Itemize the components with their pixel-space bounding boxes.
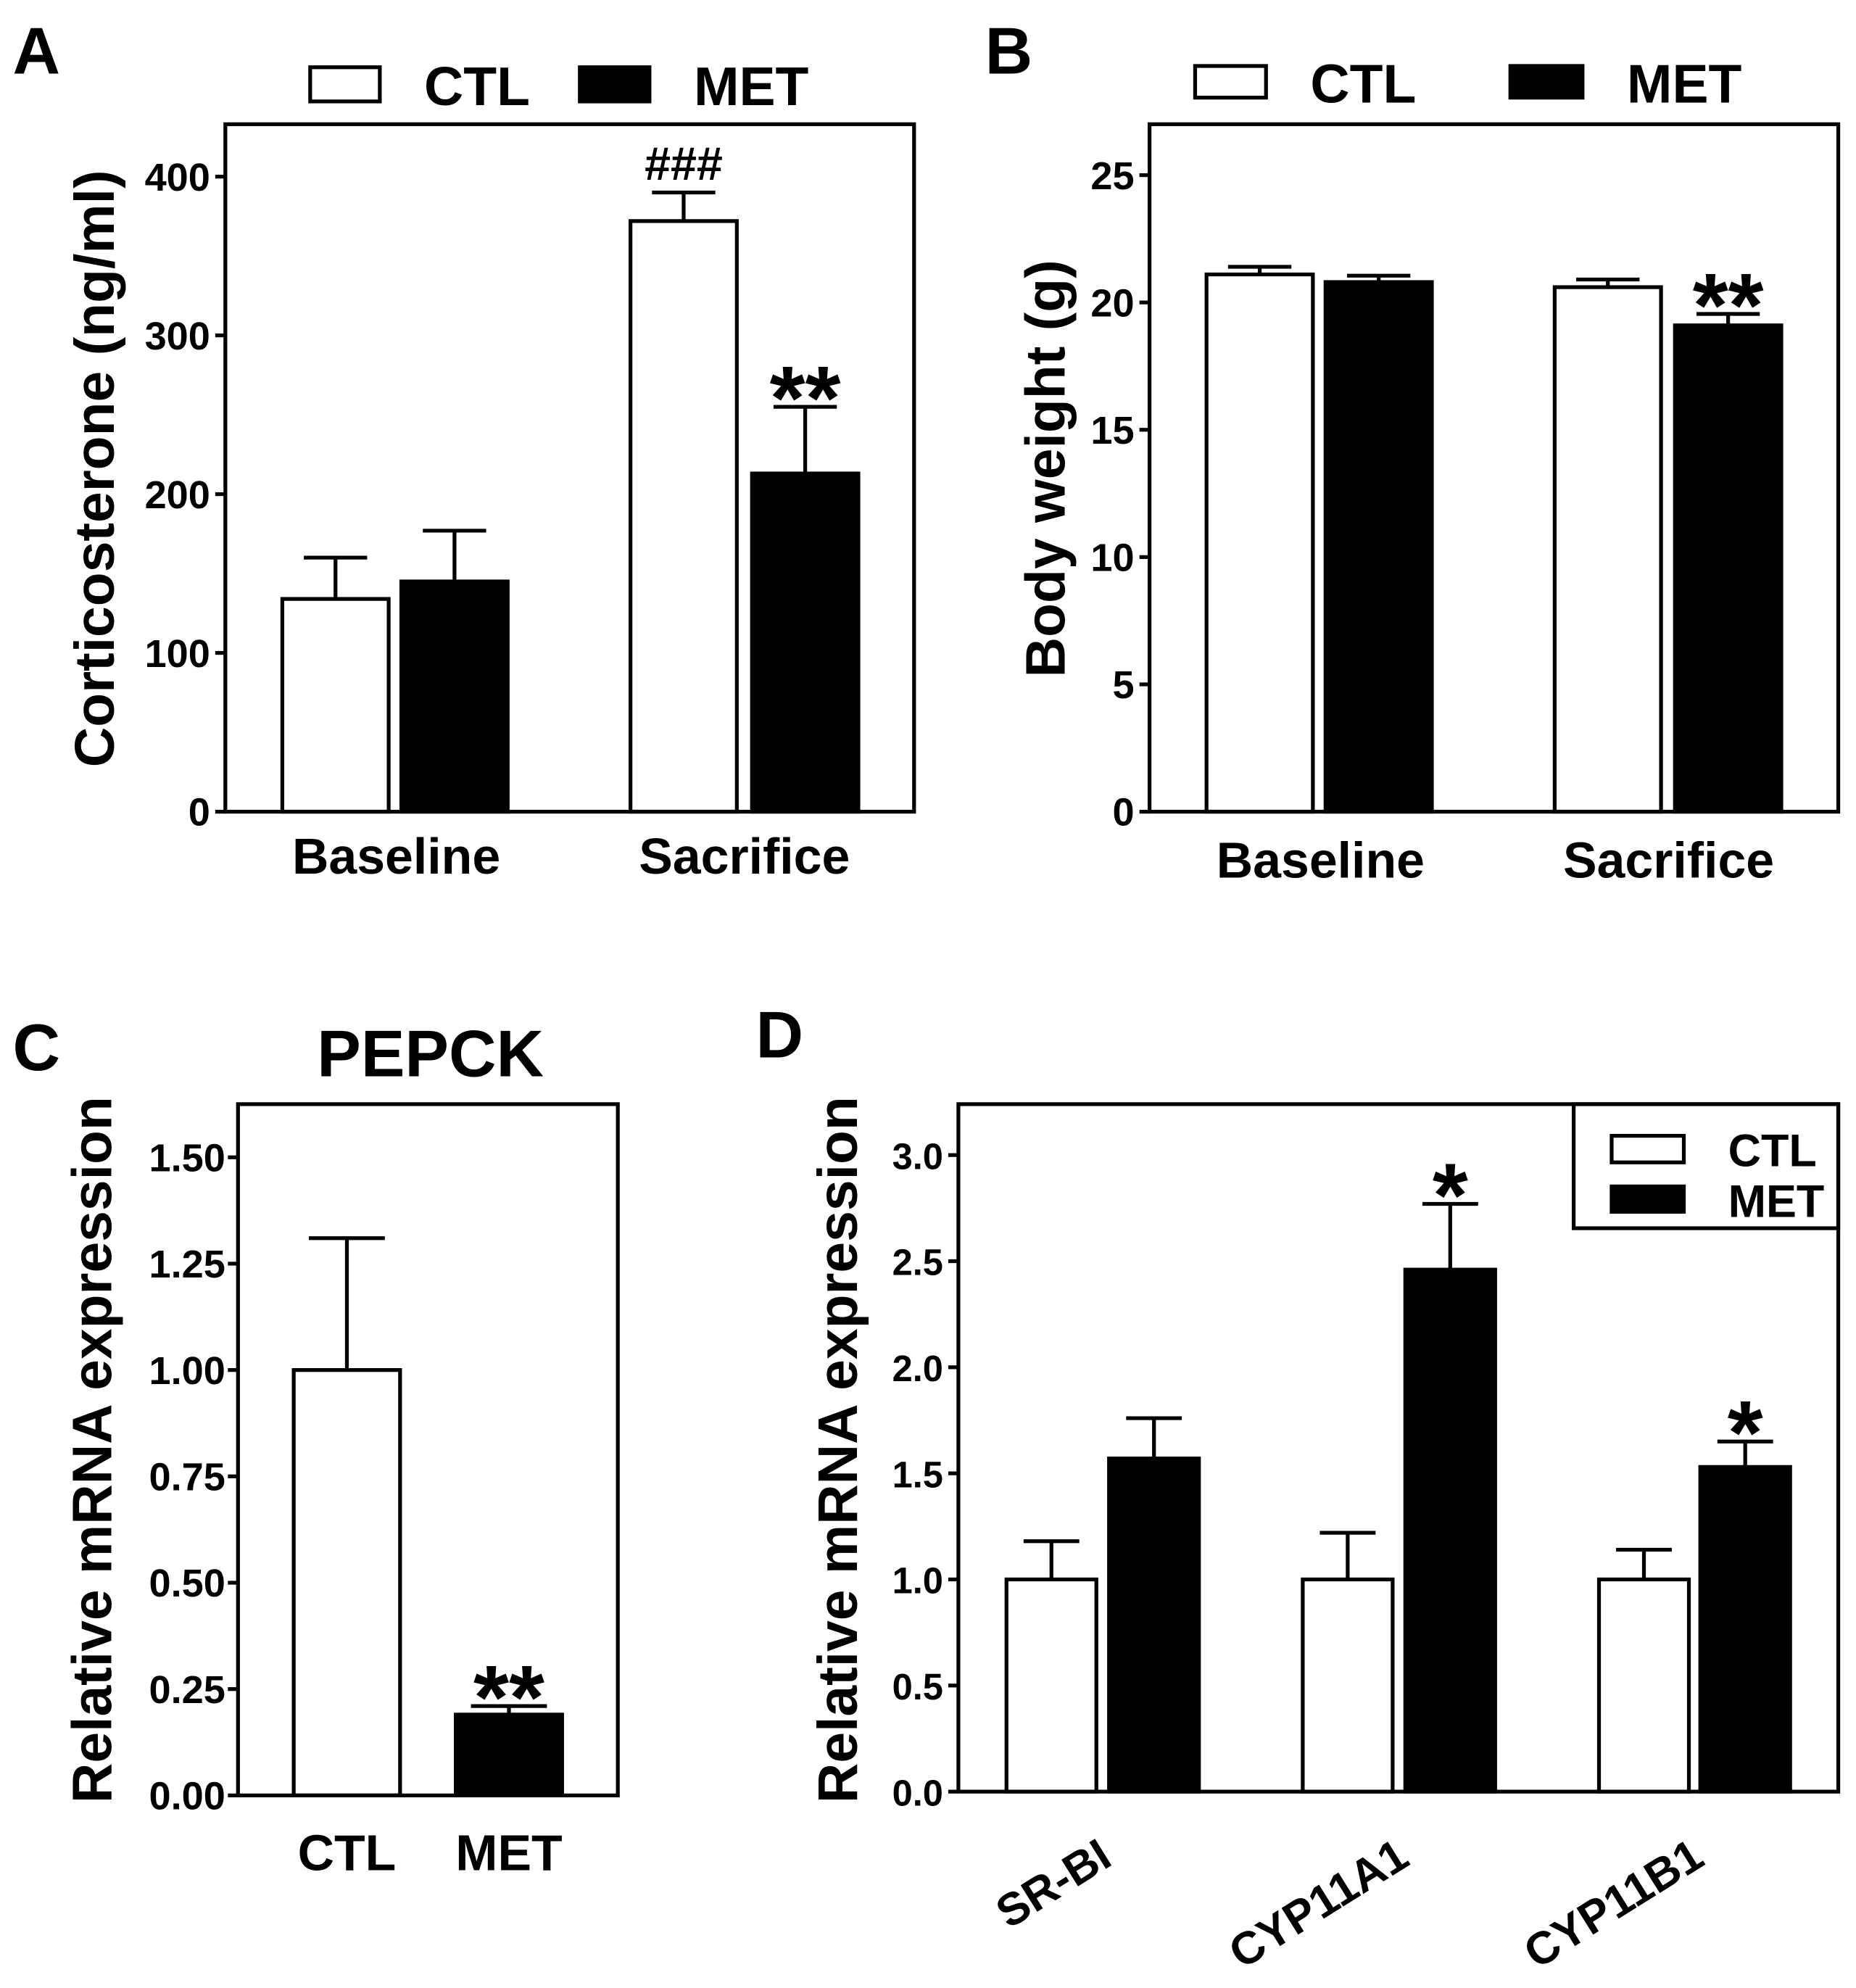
y-tick-label: 3.0 xyxy=(892,1135,943,1177)
y-tick-label: 0.75 xyxy=(149,1456,225,1499)
legend: CTL MET xyxy=(1193,54,1742,115)
y-tick-label: 1.0 xyxy=(892,1560,943,1602)
panel-c: C PEPCK 0.00 0.25 0.50 0.75 1.00 1.25 1.50 Relati… xyxy=(12,1011,620,1881)
plot-frame xyxy=(1147,122,1841,814)
bar-sacrifice-ctl xyxy=(1552,285,1663,814)
y-tick-label: 2.5 xyxy=(892,1242,943,1283)
x-category-label: CYP11A1 xyxy=(1220,1829,1417,1979)
y-axis-label: Body weight (g) xyxy=(1015,260,1077,677)
plot-frame xyxy=(956,1102,1841,1794)
bar-ctl xyxy=(291,1368,402,1797)
y-tick-label: 400 xyxy=(145,156,210,199)
significance-marker: ### xyxy=(645,138,723,190)
x-category-label: Baseline xyxy=(292,828,500,885)
significance-marker: ** xyxy=(1693,254,1764,356)
x-category-label: SR-BI xyxy=(987,1829,1119,1938)
legend-label-ctl: CTL xyxy=(1310,54,1416,115)
bar-sr-bi-ctl xyxy=(1004,1577,1098,1794)
legend-swatch-met xyxy=(1610,1184,1686,1214)
chart-title: PEPCK xyxy=(317,1018,544,1091)
y-tick-label: 0.25 xyxy=(149,1668,225,1712)
y-tick-label: 5 xyxy=(1113,663,1135,707)
bar-cyp11b1-ctl xyxy=(1596,1577,1691,1794)
bar-cyp11b1-met xyxy=(1698,1465,1792,1794)
legend-swatch-ctl xyxy=(1193,64,1268,100)
significance-marker: * xyxy=(1433,1144,1468,1246)
bars xyxy=(1004,1201,1792,1794)
y-tick-label: 1.00 xyxy=(149,1349,225,1393)
bar-sacrifice-ctl xyxy=(629,219,739,814)
y-tick-label: 300 xyxy=(145,315,210,358)
x-category-label: MET xyxy=(455,1824,562,1881)
y-tick-label: 1.50 xyxy=(149,1136,225,1180)
legend-swatch-met xyxy=(578,65,652,104)
legend-swatch-ctl xyxy=(308,65,382,104)
legend-label-met: MET xyxy=(1627,54,1742,115)
panel-b: B 0 5 10 15 20 25 Body weight (g) Baseline Sacrif… xyxy=(985,15,1841,888)
bar-baseline-met xyxy=(1323,280,1434,814)
y-axis-label: Relative mRNA expression xyxy=(62,1096,124,1803)
x-category-label: CTL xyxy=(298,1824,397,1881)
plot-frame xyxy=(236,1102,620,1797)
bar-baseline-met xyxy=(399,579,510,814)
y-tick-label: 1.5 xyxy=(892,1454,943,1495)
plot-frame xyxy=(223,122,916,814)
bar-sr-bi-met xyxy=(1107,1457,1201,1794)
x-category-label: Baseline xyxy=(1217,832,1425,888)
x-category-label: CYP11B1 xyxy=(1515,1829,1712,1979)
panel-d: D 0.0 0.5 1.0 1.5 2.0 2.5 3.0 Relative mRNA expr… xyxy=(756,998,1841,1979)
y-tick-label: 0.5 xyxy=(892,1666,943,1707)
significance-marker: * xyxy=(1728,1382,1763,1484)
panel-letter: A xyxy=(12,15,60,88)
legend: CTL MET xyxy=(308,56,809,117)
legend-label-ctl: CTL xyxy=(424,56,530,117)
y-axis-label: Relative mRNA expression xyxy=(807,1096,869,1803)
legend-label-met: MET xyxy=(1728,1176,1825,1227)
y-tick-label: 200 xyxy=(145,473,210,517)
legend-box xyxy=(1571,1102,1841,1230)
significance-marker: ** xyxy=(473,1647,544,1749)
bar-sacrifice-met xyxy=(1673,323,1784,814)
x-category-label: Sacrifice xyxy=(639,828,850,885)
bar-cyp11a1-ctl xyxy=(1301,1577,1395,1794)
panel-letter: C xyxy=(12,1011,60,1085)
bar-cyp11a1-met xyxy=(1403,1267,1497,1794)
x-category-label: Sacrifice xyxy=(1563,832,1774,888)
legend-swatch-ctl xyxy=(1610,1133,1686,1164)
bars xyxy=(280,190,861,814)
y-tick-label: 10 xyxy=(1090,537,1134,580)
y-tick-label: 1.25 xyxy=(149,1243,225,1286)
y-axis-label: Corticosterone (ng/ml) xyxy=(64,170,126,767)
y-tick-label: 15 xyxy=(1090,409,1134,452)
y-tick-label: 0.00 xyxy=(149,1775,225,1818)
bars xyxy=(291,1236,564,1797)
y-tick-label: 0 xyxy=(188,791,210,834)
significance-marker: ** xyxy=(770,347,841,450)
panel-letter: B xyxy=(985,15,1033,88)
y-tick-label: 0 xyxy=(1113,791,1135,834)
bars xyxy=(1204,265,1784,814)
y-tick-label: 0.0 xyxy=(892,1772,943,1813)
y-tick-label: 2.0 xyxy=(892,1348,943,1389)
bar-sacrifice-met xyxy=(750,471,861,814)
legend-swatch-met xyxy=(1508,64,1585,100)
y-tick-label: 100 xyxy=(145,632,210,676)
bar-baseline-ctl xyxy=(1204,272,1315,814)
panel-letter: D xyxy=(756,998,804,1072)
legend-label-met: MET xyxy=(694,56,809,117)
bar-baseline-ctl xyxy=(280,597,391,814)
y-tick-label: 25 xyxy=(1090,154,1134,198)
panel-a: A 0 100 200 300 400 Corticosterone (ng/ml) Base… xyxy=(12,15,916,885)
y-tick-label: 0.50 xyxy=(149,1562,225,1605)
legend-label-ctl: CTL xyxy=(1728,1125,1817,1176)
y-tick-label: 20 xyxy=(1090,281,1134,325)
